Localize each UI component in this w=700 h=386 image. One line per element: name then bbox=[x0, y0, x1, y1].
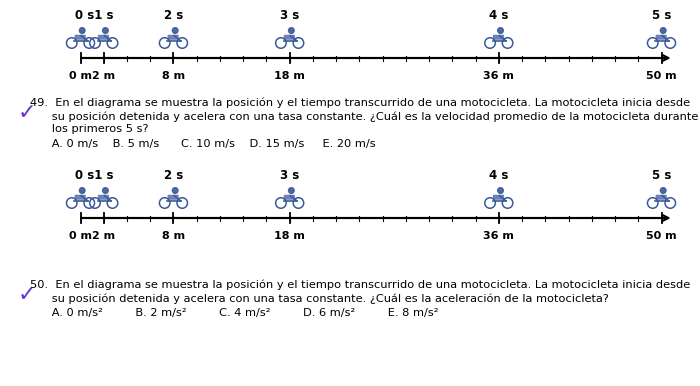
Circle shape bbox=[660, 188, 666, 193]
FancyBboxPatch shape bbox=[284, 35, 295, 40]
Text: 4 s: 4 s bbox=[489, 9, 508, 22]
FancyBboxPatch shape bbox=[167, 35, 178, 40]
Circle shape bbox=[498, 188, 503, 193]
Text: 0 s1 s: 0 s1 s bbox=[75, 169, 113, 182]
Circle shape bbox=[498, 28, 503, 33]
Text: 4 s: 4 s bbox=[489, 169, 508, 182]
FancyBboxPatch shape bbox=[493, 35, 504, 40]
Text: 2 m: 2 m bbox=[92, 231, 116, 241]
Circle shape bbox=[660, 28, 666, 33]
Circle shape bbox=[79, 28, 85, 33]
Text: 8 m: 8 m bbox=[162, 71, 185, 81]
FancyBboxPatch shape bbox=[75, 195, 85, 200]
Text: A. 0 m/s    B. 5 m/s      C. 10 m/s    D. 15 m/s     E. 20 m/s: A. 0 m/s B. 5 m/s C. 10 m/s D. 15 m/s E.… bbox=[30, 139, 376, 149]
Circle shape bbox=[288, 28, 294, 33]
Circle shape bbox=[172, 28, 178, 33]
Text: su posición detenida y acelera con una tasa constante. ¿Cuál es la aceleración d: su posición detenida y acelera con una t… bbox=[30, 293, 609, 303]
Text: 5 s: 5 s bbox=[652, 9, 671, 22]
Text: 18 m: 18 m bbox=[274, 71, 305, 81]
Text: 0 s1 s: 0 s1 s bbox=[75, 9, 113, 22]
FancyBboxPatch shape bbox=[284, 195, 295, 200]
Text: 18 m: 18 m bbox=[274, 231, 305, 241]
Text: 0 m: 0 m bbox=[69, 231, 92, 241]
Text: los primeros 5 s?: los primeros 5 s? bbox=[30, 124, 148, 134]
Text: 36 m: 36 m bbox=[484, 71, 514, 81]
Text: 50 m: 50 m bbox=[646, 71, 677, 81]
Text: su posición detenida y acelera con una tasa constante. ¿Cuál es la velocidad pro: su posición detenida y acelera con una t… bbox=[30, 111, 699, 122]
FancyBboxPatch shape bbox=[98, 35, 109, 40]
Text: 3 s: 3 s bbox=[280, 9, 300, 22]
Circle shape bbox=[172, 188, 178, 193]
Circle shape bbox=[103, 188, 108, 193]
Text: 8 m: 8 m bbox=[162, 231, 185, 241]
Text: 2 s: 2 s bbox=[164, 9, 183, 22]
FancyBboxPatch shape bbox=[98, 195, 109, 200]
Text: 50 m: 50 m bbox=[646, 231, 677, 241]
FancyBboxPatch shape bbox=[75, 35, 85, 40]
Text: A. 0 m/s²         B. 2 m/s²         C. 4 m/s²         D. 6 m/s²         E. 8 m/s: A. 0 m/s² B. 2 m/s² C. 4 m/s² D. 6 m/s² … bbox=[30, 308, 438, 318]
Text: 36 m: 36 m bbox=[484, 231, 514, 241]
Circle shape bbox=[103, 28, 108, 33]
FancyBboxPatch shape bbox=[167, 195, 178, 200]
Circle shape bbox=[288, 188, 294, 193]
FancyBboxPatch shape bbox=[656, 195, 666, 200]
Text: 5 s: 5 s bbox=[652, 169, 671, 182]
Text: 50.  En el diagrama se muestra la posición y el tiempo transcurrido de una motoc: 50. En el diagrama se muestra la posició… bbox=[30, 280, 690, 291]
Text: 0 m: 0 m bbox=[69, 71, 92, 81]
Circle shape bbox=[79, 188, 85, 193]
Text: 49.  En el diagrama se muestra la posición y el tiempo transcurrido de una motoc: 49. En el diagrama se muestra la posició… bbox=[30, 98, 690, 108]
FancyBboxPatch shape bbox=[656, 35, 666, 40]
Text: 3 s: 3 s bbox=[280, 169, 300, 182]
Text: ✓: ✓ bbox=[18, 285, 36, 305]
Text: 2 s: 2 s bbox=[164, 169, 183, 182]
Text: ✓: ✓ bbox=[18, 103, 36, 123]
Text: 2 m: 2 m bbox=[92, 71, 116, 81]
FancyBboxPatch shape bbox=[493, 195, 504, 200]
